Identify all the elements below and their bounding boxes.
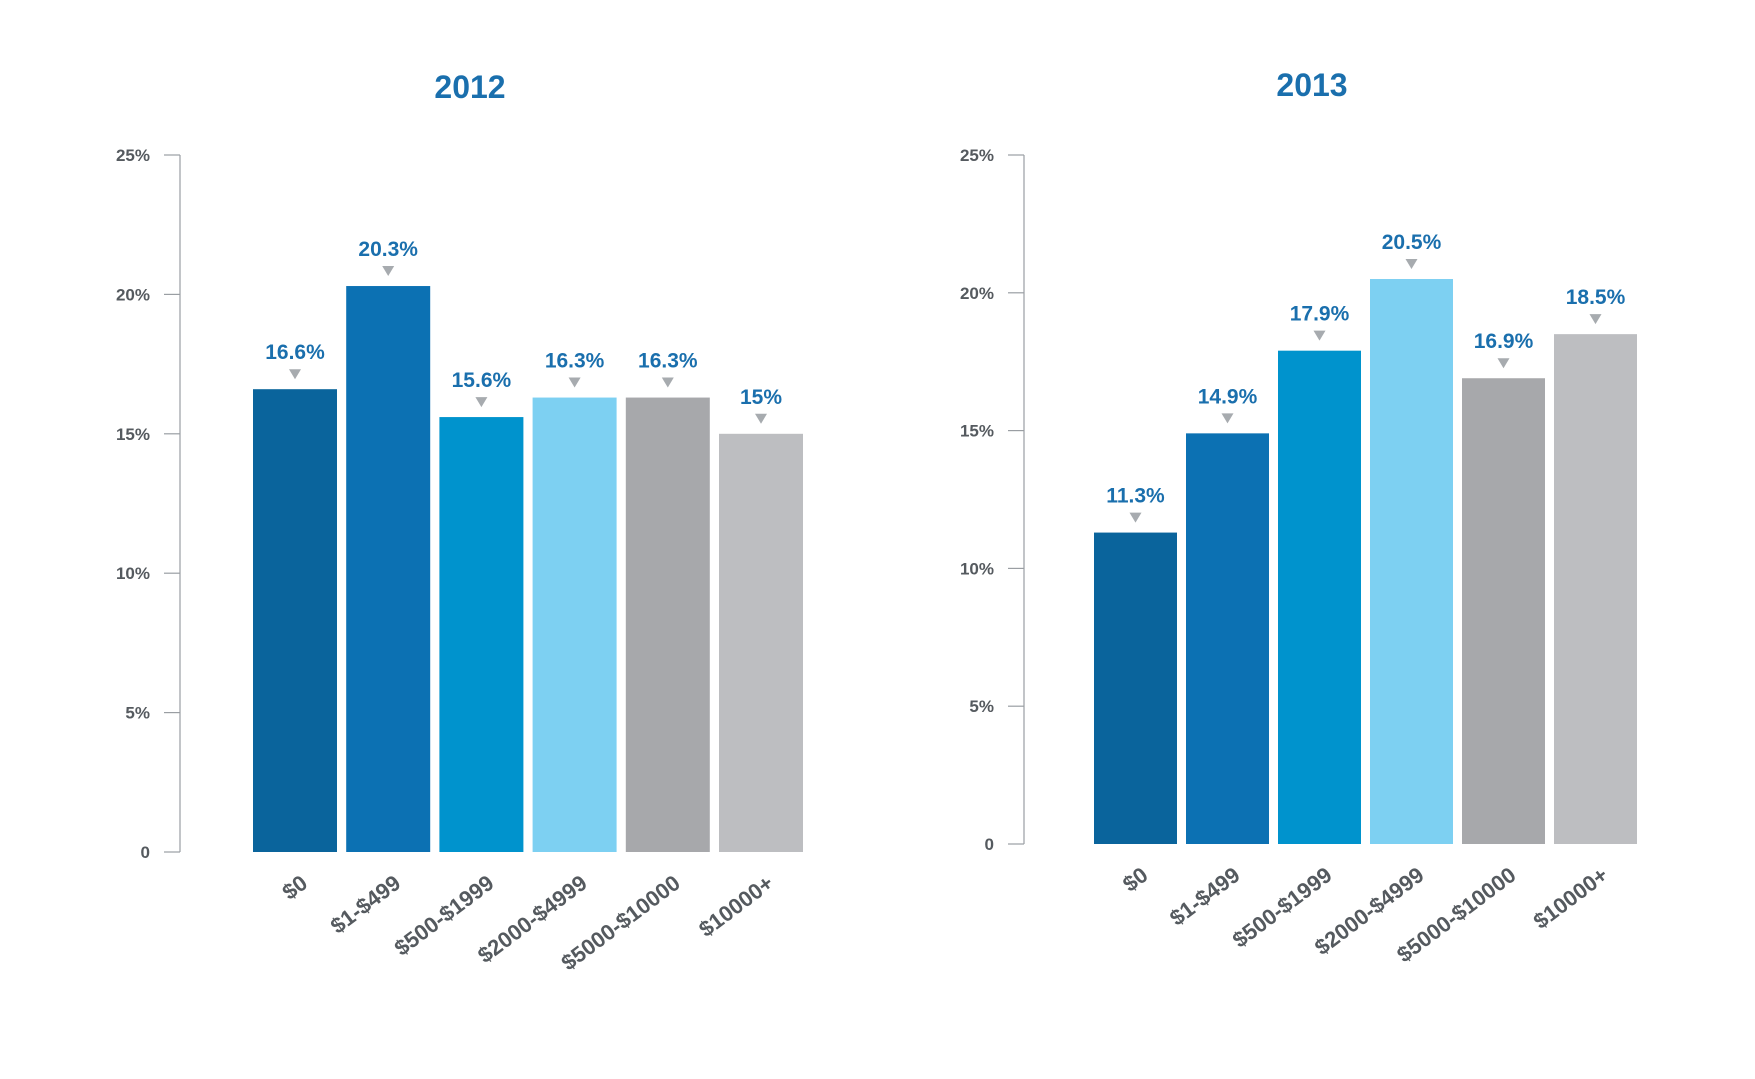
bar (1278, 350, 1361, 844)
data-label: 20.5% (1382, 231, 1442, 254)
chart-2013: 2013 0 5% 10% 15% 20% 25% 11.3% $0 14.9% $1-$499 17… (960, 67, 1637, 967)
data-label: 20.3% (358, 238, 418, 261)
chart-2012: 2012 0 5% 10% 15% 20% 25% 16.6% $0 20.3% $1-$499 15… (116, 69, 803, 975)
value-marker-icon (1497, 358, 1510, 369)
x-tick-label: $0 (277, 870, 312, 905)
bar (439, 417, 524, 852)
y-tick-label: 10% (116, 564, 150, 583)
y-tick-label: 5% (125, 704, 150, 723)
data-label: 17.9% (1290, 303, 1350, 326)
bar (532, 397, 617, 852)
value-marker-icon (1221, 413, 1234, 424)
y-tick-label: 25% (116, 146, 150, 165)
data-label: 15% (740, 386, 782, 409)
data-label: 16.3% (638, 350, 698, 373)
y-tick-label: 20% (960, 284, 994, 303)
chart-title: 2013 (1276, 67, 1347, 103)
value-marker-icon (568, 377, 581, 388)
y-tick-label: 5% (969, 697, 994, 716)
value-marker-icon (1405, 259, 1418, 270)
data-label: 11.3% (1106, 485, 1165, 508)
x-tick-label: $1-$499 (326, 870, 406, 939)
value-marker-icon (1129, 512, 1142, 523)
x-tick-label: $10000+ (1529, 862, 1613, 934)
data-label: 15.6% (452, 369, 512, 392)
value-marker-icon (289, 369, 301, 380)
data-label: 16.3% (545, 350, 605, 373)
y-tick-label: 15% (960, 422, 994, 441)
x-tick-label: $10000+ (694, 870, 778, 942)
data-label: 18.5% (1566, 286, 1626, 309)
data-label: 16.6% (265, 341, 325, 364)
y-tick-label: 25% (960, 146, 994, 165)
bar (346, 286, 431, 852)
bar (719, 433, 803, 852)
y-tick-label: 0 (141, 843, 150, 862)
y-tick-label: 0 (985, 835, 994, 854)
value-marker-icon (1589, 314, 1602, 325)
chart-title: 2012 (434, 69, 505, 105)
bar (1186, 433, 1269, 844)
bar (1554, 334, 1637, 844)
y-tick-label: 15% (116, 425, 150, 444)
value-marker-icon (382, 266, 395, 277)
x-tick-label: $1-$499 (1165, 862, 1245, 931)
y-tick-label: 20% (116, 285, 150, 304)
value-marker-icon (475, 397, 488, 408)
value-marker-icon (1313, 330, 1326, 341)
data-label: 16.9% (1474, 330, 1534, 353)
data-label: 14.9% (1198, 385, 1258, 408)
value-marker-icon (661, 377, 674, 388)
value-marker-icon (755, 413, 767, 424)
y-tick-label: 10% (960, 559, 994, 578)
bar (1094, 532, 1177, 844)
bar (1462, 378, 1545, 844)
bar (1370, 279, 1453, 844)
bar (253, 389, 337, 852)
x-tick-label: $0 (1118, 862, 1153, 897)
bar (625, 397, 710, 852)
